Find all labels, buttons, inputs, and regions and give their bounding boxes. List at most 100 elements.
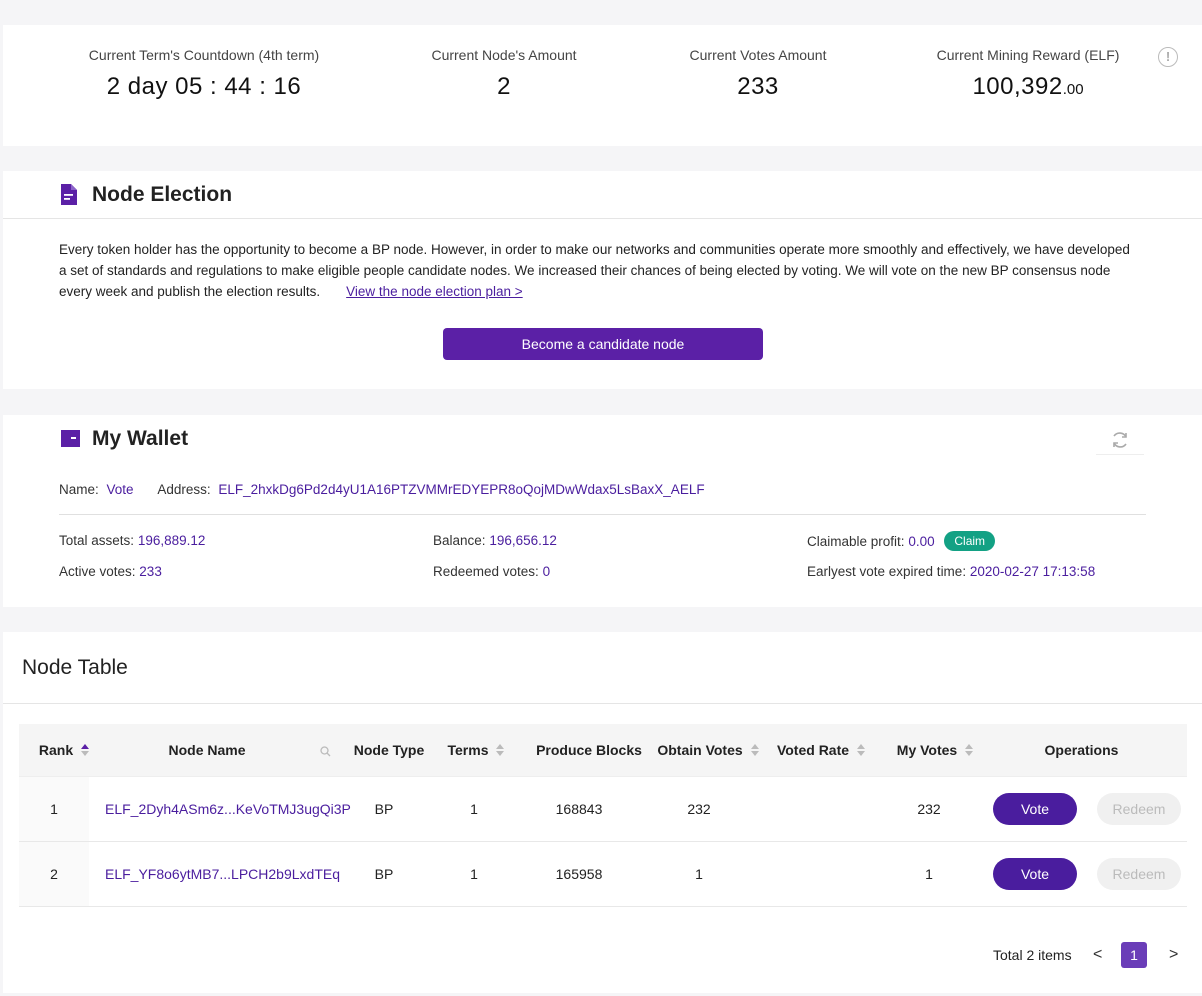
mining-reward-dec: .00 — [1062, 81, 1084, 98]
redeemed-votes: Redeemed votes: 0 — [433, 564, 550, 579]
node-table-panel: Node Table Rank Node Name Node Type Term… — [3, 632, 1202, 996]
refresh-button[interactable] — [1096, 423, 1144, 455]
column-rank-label: Rank — [38, 742, 74, 758]
node-amount-label: Current Node's Amount — [431, 47, 577, 63]
column-operations-label: Operations — [1044, 742, 1119, 758]
election-description: Every token holder has the opportunity t… — [59, 239, 1139, 302]
column-terms[interactable]: Terms — [439, 724, 513, 777]
column-obtain-votes-label: Obtain Votes — [657, 742, 743, 758]
balance: Balance: 196,656.12 — [433, 533, 557, 548]
vote-expire-value: 2020-02-27 17:13:58 — [969, 564, 1096, 579]
rank-cell: 2 — [50, 866, 58, 882]
column-obtain-votes[interactable]: Obtain Votes — [653, 724, 763, 777]
wallet-address-value: ELF_2hxkDg6Pd2d4yU1A16PTZVMMrEDYEPR8oQoj… — [218, 482, 705, 497]
rank-cell-bg — [19, 842, 89, 906]
node-table-title: Node Table — [22, 656, 128, 679]
rank-cell-bg — [19, 777, 89, 841]
node-amount: Current Node's Amount 2 — [424, 25, 584, 101]
column-node-type-label: Node Type — [353, 742, 425, 758]
rank-cell: 1 — [50, 801, 58, 817]
terms-cell: 1 — [470, 801, 478, 817]
obtain-votes-cell: 1 — [695, 866, 703, 882]
vote-button[interactable]: Vote — [993, 858, 1077, 890]
wallet-identity: Name: Vote Address: ELF_2hxkDg6Pd2d4yU1A… — [59, 482, 705, 497]
column-operations: Operations — [1019, 724, 1144, 777]
wallet-icon — [61, 430, 80, 452]
node-election-title: Node Election — [92, 183, 233, 206]
redeem-button[interactable]: Redeem — [1097, 858, 1181, 890]
column-my-votes-label: My Votes — [896, 742, 958, 758]
column-node-name: Node Name — [107, 724, 307, 777]
terms-cell: 1 — [470, 866, 478, 882]
sort-icon[interactable] — [81, 744, 90, 757]
node-table-header: Node Table — [3, 632, 1202, 704]
voted-rate-cell — [779, 842, 859, 906]
table-header-row: Rank Node Name Node Type Terms Produce B… — [19, 724, 1187, 777]
column-node-type: Node Type — [349, 724, 429, 777]
sort-icon[interactable] — [750, 744, 759, 757]
mining-reward: Current Mining Reward (ELF) 100,392.00 — [933, 25, 1123, 101]
term-countdown-label: Current Term's Countdown (4th term) — [88, 47, 320, 63]
node-amount-value: 2 — [497, 73, 511, 100]
sort-icon[interactable] — [496, 744, 505, 757]
refresh-icon — [1113, 432, 1127, 448]
pagination-total: Total 2 items — [993, 947, 1072, 963]
column-produce-blocks-label: Produce Blocks — [536, 742, 642, 758]
my-votes-cell: 232 — [917, 801, 941, 817]
mining-reward-value: 100,392.00 — [933, 73, 1123, 101]
page-button-current[interactable]: 1 — [1121, 942, 1147, 968]
column-my-votes[interactable]: My Votes — [891, 724, 979, 777]
wallet-divider — [59, 514, 1146, 515]
active-votes: Active votes: 233 — [59, 564, 162, 579]
votes-amount: Current Votes Amount 233 — [683, 25, 833, 101]
column-produce-blocks: Produce Blocks — [529, 724, 649, 777]
bottom-divider — [3, 993, 1202, 996]
node-name-link[interactable]: ELF_YF8o6ytMB7...LPCH2b9LxdTEq — [105, 866, 341, 882]
node-table: Rank Node Name Node Type Terms Produce B… — [19, 724, 1187, 907]
info-circle-icon[interactable]: ! — [1158, 47, 1178, 67]
vote-expire-time: Earlyest vote expired time: 2020-02-27 1… — [807, 564, 1095, 579]
column-terms-label: Terms — [447, 742, 489, 758]
total-assets-label: Total assets: — [59, 533, 135, 548]
total-assets-value: 196,889.12 — [137, 533, 206, 548]
node-election-header: Node Election — [3, 171, 1202, 219]
obtain-votes-cell: 232 — [687, 801, 711, 817]
balance-label: Balance: — [433, 533, 486, 548]
balance-value: 196,656.12 — [489, 533, 557, 548]
term-countdown: Current Term's Countdown (4th term) 2 da… — [87, 25, 321, 101]
node-type-cell: BP — [374, 866, 394, 882]
sort-icon[interactable] — [857, 744, 866, 757]
produce-blocks-cell: 168843 — [555, 801, 603, 817]
search-icon[interactable] — [320, 746, 331, 757]
node-name-link[interactable]: ELF_2Dyh4ASm6z...KeVoTMJ3ugQi3P — [105, 801, 351, 817]
become-candidate-button[interactable]: Become a candidate node — [443, 328, 763, 360]
claimable-profit: Claimable profit: 0.00 Claim — [807, 531, 996, 551]
chevron-left-icon[interactable]: < — [1093, 946, 1103, 963]
vote-expire-label: Earlyest vote expired time: — [807, 564, 967, 579]
my-votes-cell: 1 — [925, 866, 933, 882]
election-plan-link[interactable]: View the node election plan > — [346, 284, 523, 299]
sort-icon[interactable] — [965, 744, 974, 757]
node-election-panel: Node Election Every token holder has the… — [3, 171, 1202, 389]
my-wallet-header: My Wallet — [3, 415, 1202, 463]
my-wallet-panel: My Wallet Name: Vote Address: ELF_2hxkDg… — [3, 415, 1202, 607]
claim-button[interactable]: Claim — [944, 531, 996, 551]
column-node-name-label: Node Name — [168, 742, 246, 758]
vote-button[interactable]: Vote — [993, 793, 1077, 825]
election-description-text: Every token holder has the opportunity t… — [59, 242, 1130, 299]
total-assets: Total assets: 196,889.12 — [59, 533, 205, 548]
column-voted-rate[interactable]: Voted Rate — [771, 724, 871, 777]
wallet-address-label: Address: — [157, 482, 211, 497]
stats-panel: Current Term's Countdown (4th term) 2 da… — [3, 25, 1202, 146]
mining-reward-int: 100,392 — [972, 73, 1063, 100]
votes-amount-value: 233 — [737, 73, 779, 100]
chevron-right-icon[interactable]: > — [1169, 946, 1179, 963]
document-icon — [61, 184, 77, 210]
column-rank[interactable]: Rank — [29, 724, 99, 777]
table-row: 1 ELF_2Dyh4ASm6z...KeVoTMJ3ugQi3P BP 1 1… — [19, 777, 1187, 842]
produce-blocks-cell: 165958 — [555, 866, 603, 882]
redeem-button[interactable]: Redeem — [1097, 793, 1181, 825]
my-wallet-title: My Wallet — [92, 427, 189, 450]
redeemed-votes-label: Redeemed votes: — [433, 564, 539, 579]
active-votes-value: 233 — [139, 564, 162, 579]
